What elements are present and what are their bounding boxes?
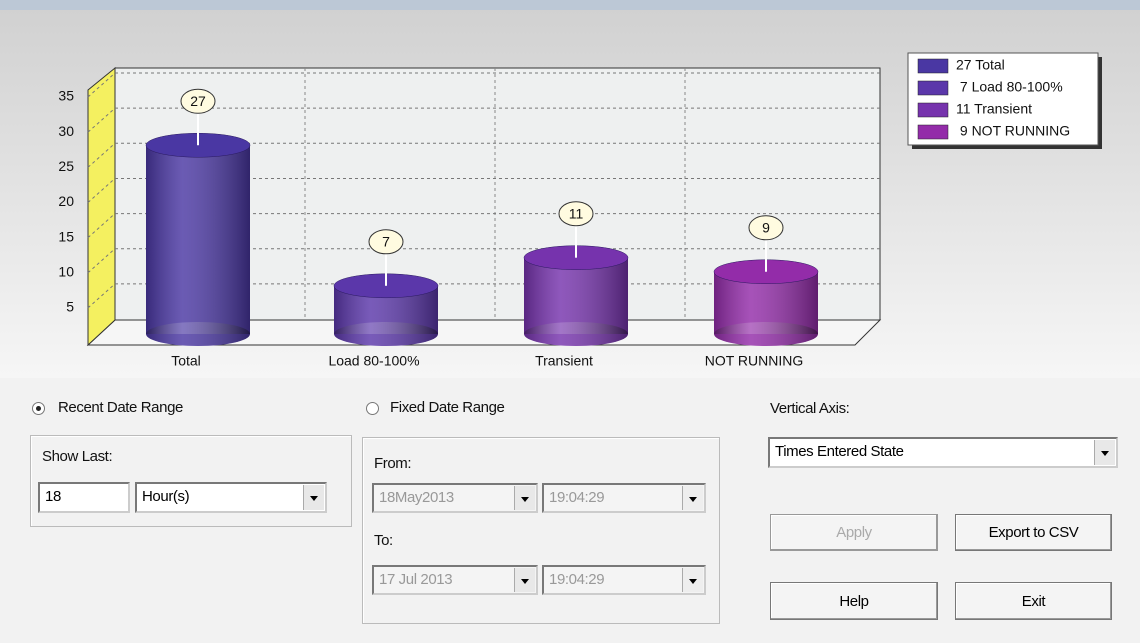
button[interactable]: Help: [770, 582, 938, 620]
radio-label[interactable]: Recent Date Range: [58, 399, 183, 416]
x-tick-label: Load 80-100%: [328, 353, 419, 369]
field-label: Show Last:: [42, 448, 113, 465]
dropdown-value: Hour(s): [142, 488, 190, 505]
field-label: To:: [374, 532, 393, 549]
y-tick-label: 30: [58, 123, 74, 139]
date-picker[interactable]: 17 Jul 2013: [372, 565, 538, 595]
spin-button[interactable]: [682, 486, 703, 510]
data-label: 27: [190, 93, 206, 109]
dropdown[interactable]: Times Entered State: [768, 437, 1118, 468]
side-wall: [87, 66, 116, 347]
grid-line: [87, 283, 116, 309]
legend-label: 7 Load 80-100%: [956, 79, 1063, 95]
button[interactable]: Exit: [955, 582, 1112, 620]
dropdown-arrow[interactable]: [514, 486, 535, 510]
label-bubble: [180, 88, 216, 114]
x-tick-label: NOT RUNNING: [705, 353, 804, 369]
grid-line: [87, 72, 116, 98]
label-bubble: [558, 201, 594, 227]
date-value: 17 Jul 2013: [379, 571, 453, 588]
legend-swatch: [917, 80, 949, 96]
legend-label: 9 NOT RUNNING: [956, 123, 1070, 139]
bar-base-shade: [146, 322, 250, 346]
radio-button[interactable]: [32, 402, 45, 415]
y-tick-label: 10: [58, 263, 74, 279]
y-tick-label: 20: [58, 193, 74, 209]
legend-swatch: [917, 102, 949, 118]
bar-base-shade: [334, 322, 438, 346]
radio-label[interactable]: Fixed Date Range: [390, 399, 505, 416]
time-value: 19:04:29: [549, 571, 605, 588]
grid-line: [87, 248, 116, 274]
legend-swatch: [917, 58, 949, 74]
grid-line: [87, 107, 116, 133]
bar-base-shade: [524, 322, 628, 346]
dropdown-arrow[interactable]: [1094, 440, 1115, 465]
time-picker[interactable]: 19:04:29: [542, 565, 706, 595]
bar-shade: [524, 257, 628, 334]
field-label: Vertical Axis:: [770, 400, 850, 417]
bar-shade: [146, 145, 250, 334]
dropdown-arrow[interactable]: [303, 485, 324, 510]
title-strip: [0, 0, 1140, 10]
label-bubble: [368, 229, 404, 255]
x-tick-label: Total: [171, 353, 201, 369]
chart: 5 10 15 20 25 30 35 Total 27 Load 80-100% 7 Transie…: [0, 0, 1140, 378]
data-label: 9: [762, 219, 770, 235]
grid-line: [87, 213, 116, 238]
button[interactable]: Export to CSV: [955, 514, 1112, 551]
grid-line: [87, 142, 116, 168]
x-tick-label: Transient: [535, 353, 593, 369]
y-tick-label: 5: [66, 299, 74, 315]
legend-label: 11 Transient: [956, 101, 1032, 117]
button[interactable]: Apply: [770, 514, 938, 551]
dropdown-value: Times Entered State: [775, 443, 904, 460]
spin-button[interactable]: [682, 568, 703, 592]
label-bubble: [748, 215, 784, 241]
group-box: [362, 437, 720, 624]
y-tick-label: 25: [58, 158, 74, 174]
radio-button[interactable]: [366, 402, 379, 415]
time-value: 19:04:29: [549, 489, 605, 506]
field-label: From:: [374, 455, 412, 472]
y-tick-label: 35: [58, 88, 74, 104]
date-value: 18May2013: [379, 489, 454, 506]
time-picker[interactable]: 19:04:29: [542, 483, 706, 513]
group-box: [30, 435, 352, 527]
date-picker[interactable]: 18May2013: [372, 483, 538, 513]
y-tick-label: 15: [58, 228, 74, 244]
dropdown[interactable]: Hour(s): [135, 482, 327, 513]
legend-label: 27 Total: [956, 57, 1005, 73]
dropdown-arrow[interactable]: [514, 568, 535, 592]
legend-swatch: [917, 124, 949, 140]
data-label: 7: [382, 234, 390, 250]
text-input[interactable]: 18: [38, 482, 130, 513]
grid-line: [87, 178, 116, 203]
data-label: 11: [569, 205, 584, 221]
bar-base-shade: [714, 322, 818, 346]
